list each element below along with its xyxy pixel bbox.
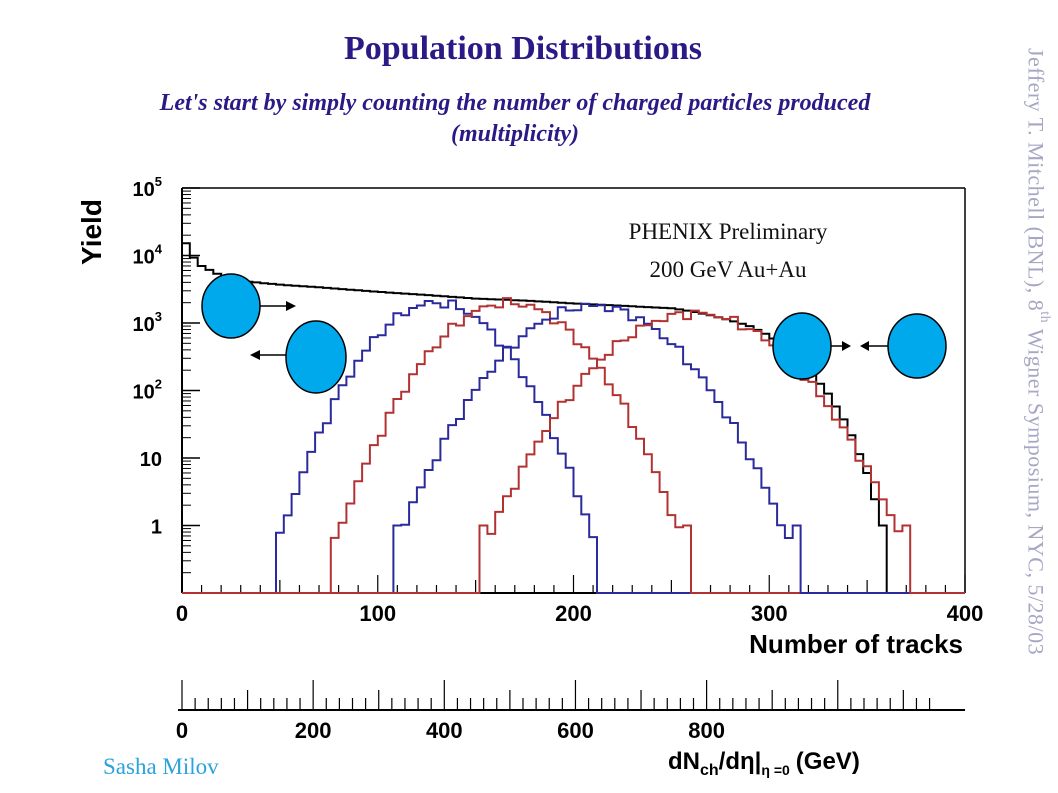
series-total-0 bbox=[182, 242, 965, 594]
series-red-2 bbox=[182, 297, 965, 594]
x2-label-sub2: η =0 bbox=[761, 762, 790, 778]
x2-tick-label: 400 bbox=[426, 718, 463, 743]
nucleus-right-a bbox=[772, 312, 832, 380]
nucleus-left-top bbox=[201, 273, 261, 339]
arrow-inward-head-b bbox=[860, 341, 869, 351]
y-tick-exponent: 5 bbox=[155, 174, 162, 189]
x-tick-label: 300 bbox=[751, 601, 788, 626]
nucleus-pair-peripheral bbox=[201, 273, 347, 394]
subtitle-line-1: Let's start by simply counting the numbe… bbox=[159, 90, 871, 116]
y-tick-base: 10 bbox=[133, 314, 155, 336]
y-tick-base: 10 bbox=[133, 382, 155, 404]
x2-label-sub1: ch bbox=[700, 762, 719, 779]
x2-axis-label: dNch/dη|η =0 (GeV) bbox=[668, 748, 860, 779]
y-tick-base: 10 bbox=[133, 247, 155, 269]
y-tick-base: 10 bbox=[133, 179, 155, 201]
y-tick-exponent: 2 bbox=[155, 377, 162, 392]
nucleus-right-b bbox=[887, 313, 947, 379]
x2-tick-label: 200 bbox=[295, 718, 332, 743]
x2-label-eta: η bbox=[740, 748, 755, 775]
annotation-line-1: PHENIX Preliminary bbox=[629, 219, 828, 244]
author-name: Sasha Milov bbox=[103, 754, 219, 779]
credit-part-a: Jeffery T. Mitchell (BNL), 8 bbox=[1023, 48, 1049, 312]
slide-subtitle: Let's start by simply counting the numbe… bbox=[20, 88, 1010, 150]
x-axis-label: Number of tracks bbox=[749, 629, 963, 659]
nucleus-left-bottom bbox=[285, 320, 347, 394]
y-tick-label: 102 bbox=[133, 377, 162, 404]
y-tick-base: 1 bbox=[151, 517, 162, 539]
y-tick-label: 103 bbox=[133, 309, 162, 336]
x-tick-label: 100 bbox=[359, 601, 396, 626]
x2-tick-label: 0 bbox=[176, 718, 188, 743]
y-axis-label: Yield bbox=[76, 199, 107, 265]
nucleus-pair-central bbox=[772, 312, 947, 380]
x2-tick-label: 600 bbox=[557, 718, 594, 743]
credit-superscript: th bbox=[1037, 311, 1052, 324]
y-tick-label: 10 bbox=[140, 449, 162, 471]
y-tick-exponent: 4 bbox=[155, 242, 163, 257]
x-tick-label: 0 bbox=[176, 601, 188, 626]
series-red-4 bbox=[182, 309, 965, 594]
y-tick-base: 10 bbox=[140, 449, 162, 471]
arrow-left-head bbox=[250, 350, 260, 360]
subtitle-line-2: (multiplicity) bbox=[451, 121, 579, 147]
x2-label-main: dN bbox=[668, 748, 700, 775]
y-tick-exponent: 3 bbox=[155, 309, 162, 324]
slide-title: Population Distributions bbox=[343, 30, 703, 67]
arrow-right-head bbox=[286, 301, 296, 311]
x2-label-unit: (GeV) bbox=[796, 748, 860, 775]
series-group bbox=[182, 242, 965, 594]
credit-part-b: Wigner Symposium, NYC, 5/28/03 bbox=[1023, 323, 1049, 656]
y-tick-label: 105 bbox=[133, 174, 162, 201]
vertical-credit: Jeffery T. Mitchell (BNL), 8th Wigner Sy… bbox=[1022, 48, 1052, 768]
x-tick-label: 400 bbox=[947, 601, 984, 626]
y-tick-label: 1 bbox=[151, 517, 162, 539]
x2-tick-label: 800 bbox=[688, 718, 725, 743]
annotation-line-2: 200 GeV Au+Au bbox=[650, 257, 807, 282]
x-tick-label: 200 bbox=[555, 601, 592, 626]
x2-label-mid: /d bbox=[719, 748, 740, 775]
y-tick-label: 104 bbox=[133, 242, 163, 269]
arrow-inward-head-a bbox=[842, 341, 851, 351]
x2-label-bar: | bbox=[755, 748, 762, 775]
